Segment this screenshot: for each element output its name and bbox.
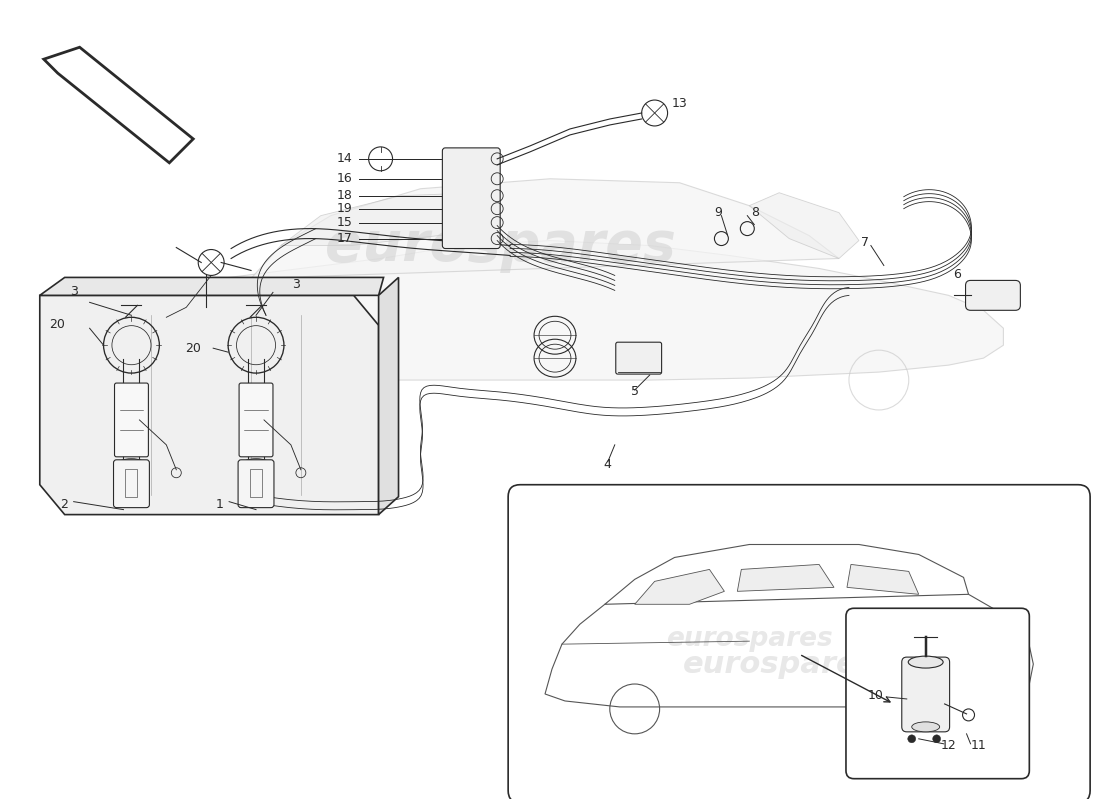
Text: 20: 20 bbox=[48, 318, 65, 331]
Polygon shape bbox=[57, 241, 1003, 380]
Text: 7: 7 bbox=[861, 235, 869, 249]
Text: eurospares: eurospares bbox=[324, 218, 675, 273]
Text: 4: 4 bbox=[604, 458, 612, 470]
Text: 5: 5 bbox=[630, 385, 639, 398]
Text: 12: 12 bbox=[940, 738, 956, 752]
Text: 2: 2 bbox=[59, 498, 67, 510]
FancyBboxPatch shape bbox=[966, 281, 1021, 310]
Ellipse shape bbox=[912, 722, 939, 732]
FancyBboxPatch shape bbox=[113, 460, 150, 508]
Text: 20: 20 bbox=[185, 342, 201, 355]
Polygon shape bbox=[544, 565, 1033, 707]
Text: 17: 17 bbox=[337, 232, 353, 245]
Text: 18: 18 bbox=[337, 190, 353, 202]
Text: 6: 6 bbox=[953, 269, 960, 282]
Polygon shape bbox=[44, 47, 194, 163]
Text: 10: 10 bbox=[868, 689, 883, 702]
Text: 11: 11 bbox=[970, 738, 987, 752]
Text: 16: 16 bbox=[337, 172, 353, 186]
Text: eurospares: eurospares bbox=[107, 428, 336, 462]
Text: 8: 8 bbox=[751, 206, 759, 218]
Polygon shape bbox=[251, 178, 839, 278]
Circle shape bbox=[908, 735, 915, 743]
Text: 19: 19 bbox=[337, 202, 353, 215]
Polygon shape bbox=[378, 278, 398, 514]
FancyBboxPatch shape bbox=[616, 342, 661, 374]
Polygon shape bbox=[749, 193, 859, 258]
Polygon shape bbox=[40, 295, 378, 514]
Text: 15: 15 bbox=[337, 216, 353, 229]
Ellipse shape bbox=[909, 656, 943, 668]
Polygon shape bbox=[605, 545, 968, 604]
FancyBboxPatch shape bbox=[902, 657, 949, 732]
Bar bbox=[250, 469, 262, 497]
Text: 13: 13 bbox=[672, 97, 688, 110]
Polygon shape bbox=[737, 565, 834, 591]
FancyBboxPatch shape bbox=[239, 383, 273, 457]
Circle shape bbox=[933, 735, 940, 743]
FancyBboxPatch shape bbox=[508, 485, 1090, 800]
Polygon shape bbox=[40, 278, 384, 295]
Text: 1: 1 bbox=[216, 498, 223, 510]
FancyBboxPatch shape bbox=[114, 383, 148, 457]
Text: 3: 3 bbox=[69, 286, 78, 298]
Polygon shape bbox=[635, 570, 725, 604]
Bar bbox=[125, 469, 138, 497]
FancyBboxPatch shape bbox=[238, 460, 274, 508]
Text: eurospares: eurospares bbox=[683, 650, 876, 678]
Text: 3: 3 bbox=[292, 278, 300, 291]
Polygon shape bbox=[280, 193, 500, 246]
Text: 9: 9 bbox=[714, 206, 723, 218]
Polygon shape bbox=[847, 565, 918, 594]
FancyBboxPatch shape bbox=[442, 148, 501, 249]
Text: 14: 14 bbox=[337, 152, 353, 166]
Text: eurospares: eurospares bbox=[666, 626, 833, 652]
FancyBboxPatch shape bbox=[846, 608, 1030, 778]
